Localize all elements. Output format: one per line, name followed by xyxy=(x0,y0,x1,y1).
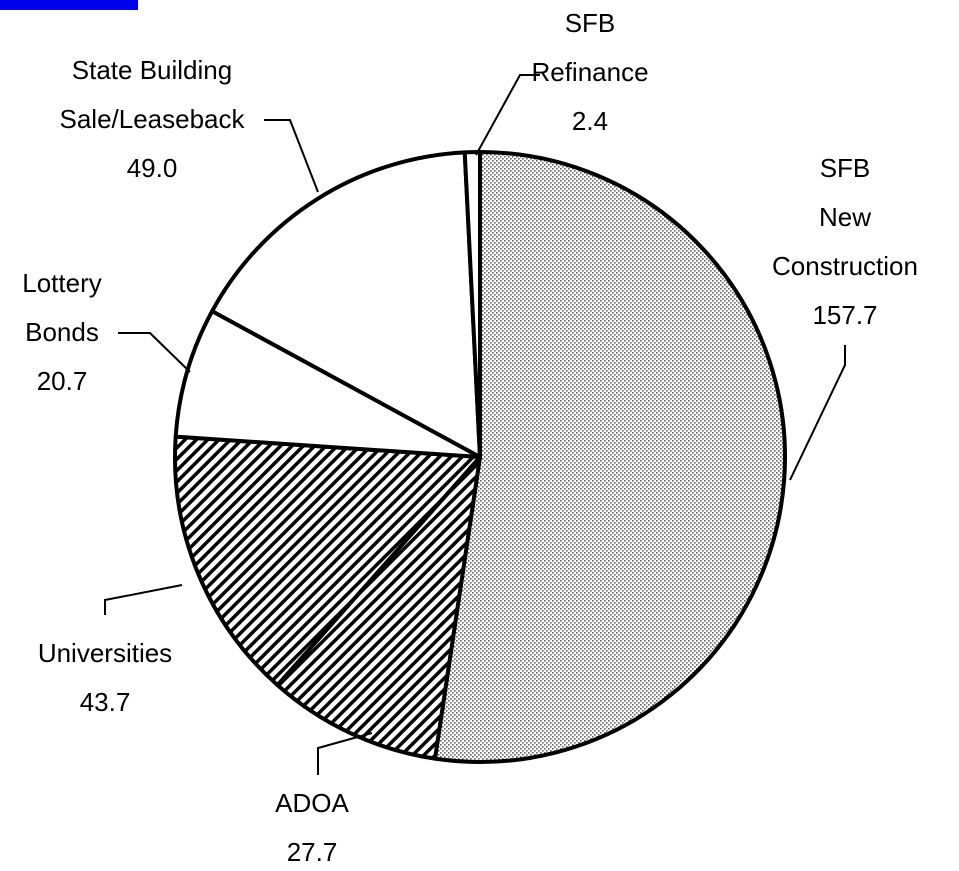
slice-label: SFB New Construction xyxy=(772,153,918,281)
value-label: 2.4 xyxy=(572,106,608,136)
leader-line xyxy=(118,332,191,373)
value-label: 20.7 xyxy=(37,366,88,396)
pie-slice xyxy=(210,150,482,459)
value-label: 49.0 xyxy=(127,153,178,183)
leader-line xyxy=(789,345,846,481)
leader-line xyxy=(104,584,183,615)
value-label: 157.7 xyxy=(812,300,877,330)
pie-slice xyxy=(275,455,482,761)
link-fragment xyxy=(0,0,138,10)
slice-label: Lottery Bonds xyxy=(22,268,102,347)
pie-slice xyxy=(173,434,482,688)
slice-label: State Building Sale/Leaseback xyxy=(59,55,245,134)
slice-label: SFB Refinance xyxy=(531,8,648,87)
leader-line xyxy=(475,74,540,156)
pie-slice xyxy=(462,150,482,459)
pie-slice xyxy=(173,309,482,459)
pie-slice xyxy=(432,150,787,764)
leader-line xyxy=(317,732,373,775)
leader-line xyxy=(264,119,319,193)
value-label: 43.7 xyxy=(80,687,131,717)
slice-label: Universities xyxy=(38,638,172,668)
slice-label: ADOA xyxy=(275,788,349,818)
value-label: 27.7 xyxy=(287,837,338,867)
